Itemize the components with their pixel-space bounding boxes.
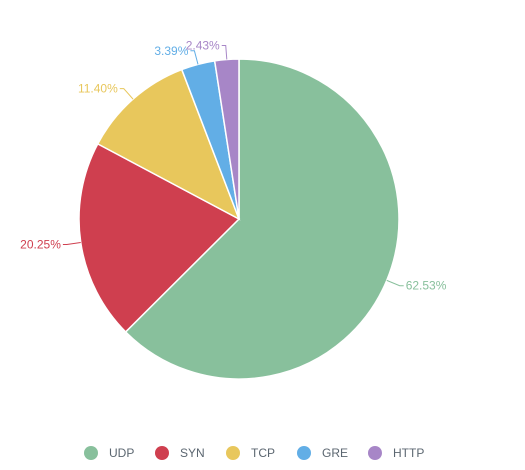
- legend-item-tcp[interactable]: TCP: [226, 446, 275, 460]
- pie-slice-tcp[interactable]: [96, 68, 241, 221]
- leader-line-tcp: [119, 88, 134, 100]
- legend-label-udp: UDP: [109, 446, 134, 460]
- slice-label-syn: 20.25%: [20, 238, 61, 252]
- legend-label-tcp: TCP: [251, 446, 275, 460]
- legend-marker-udp: [84, 446, 98, 460]
- slice-labels: 62.53% 20.25% 11.40% 3.39%2.43%: [20, 39, 447, 293]
- legend-label-gre: GRE: [322, 446, 348, 460]
- legend-item-gre[interactable]: GRE: [297, 446, 348, 460]
- slice-label-http: 2.43%: [186, 39, 220, 53]
- legend-label-syn: SYN: [180, 446, 205, 460]
- leader-line-udp: [386, 279, 404, 287]
- legend-marker-syn: [155, 446, 169, 460]
- legend-item-http[interactable]: HTTP: [368, 446, 424, 460]
- leader-line-gre: [190, 50, 199, 65]
- legend-marker-gre: [297, 446, 311, 460]
- legend-marker-tcp: [226, 446, 240, 460]
- leader-line-syn: [62, 241, 81, 246]
- legend: UDP SYN TCP GRE HTTP: [84, 446, 424, 460]
- legend-label-http: HTTP: [393, 446, 424, 460]
- legend-item-udp[interactable]: UDP: [84, 446, 134, 460]
- slice-label-gre: 3.39%: [154, 44, 188, 58]
- legend-item-syn[interactable]: SYN: [155, 446, 205, 460]
- slice-label-udp: 62.53%: [406, 279, 447, 293]
- pie-slices: [78, 58, 400, 380]
- slice-label-tcp: 11.40%: [78, 82, 118, 96]
- pie-slice-syn[interactable]: [78, 142, 241, 333]
- leader-line-http: [221, 45, 228, 60]
- legend-marker-http: [368, 446, 382, 460]
